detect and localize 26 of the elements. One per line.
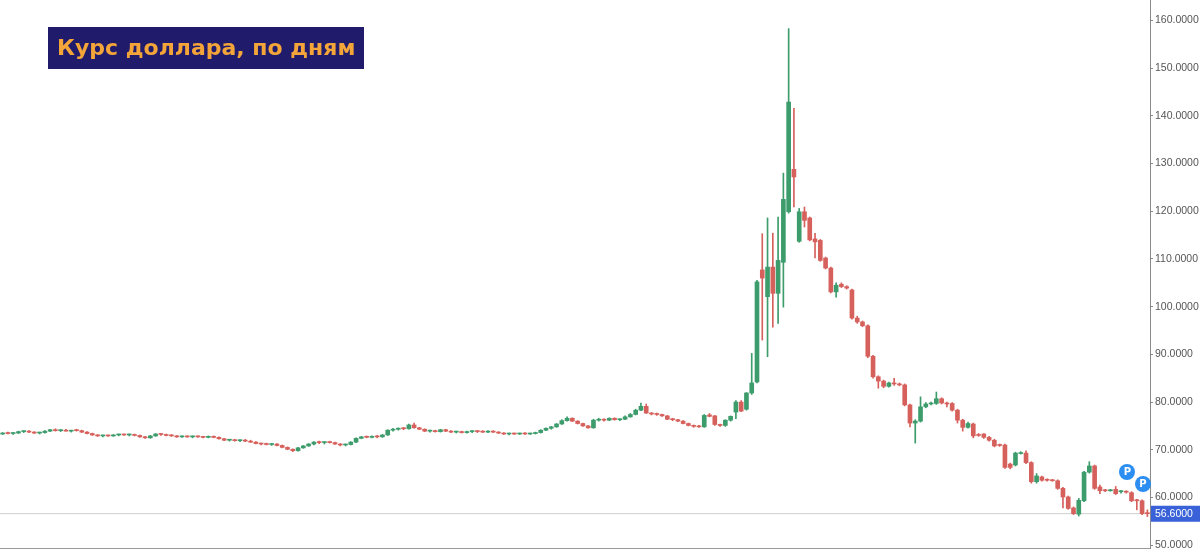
- candlestick: [485, 430, 491, 433]
- candlestick: [174, 435, 180, 438]
- y-tick-label: 90.0000: [1155, 347, 1194, 360]
- ref-line-label: 56.6000: [1155, 506, 1194, 519]
- candlestick: [501, 432, 507, 435]
- y-tick-label: 100.0000: [1155, 299, 1199, 312]
- y-tick-label: 80.0000: [1155, 394, 1194, 407]
- candlestick: [490, 430, 496, 433]
- letter-badge: P: [1134, 476, 1151, 493]
- y-tick-label: 60.0000: [1155, 490, 1194, 503]
- text: Курс доллара, по дням: [48, 27, 365, 69]
- candlestick: [26, 430, 32, 433]
- y-tick-label: 150.0000: [1155, 61, 1199, 74]
- candlestick: [448, 430, 454, 433]
- candlestick: [31, 431, 37, 434]
- candlestick: [759, 233, 765, 341]
- y-tick-label: 140.0000: [1155, 108, 1199, 121]
- y-tick-label: 120.0000: [1155, 204, 1199, 217]
- y-tick-label: 160.0000: [1155, 13, 1199, 26]
- candlestick: [749, 353, 755, 395]
- candlestick: [522, 432, 528, 435]
- y-tick-label: 50.0000: [1155, 538, 1194, 551]
- y-tick-label: 110.0000: [1155, 251, 1199, 264]
- y-tick-label: 130.0000: [1155, 156, 1199, 169]
- letter-badge: P: [1119, 464, 1136, 481]
- y-tick-label: 70.0000: [1155, 442, 1194, 455]
